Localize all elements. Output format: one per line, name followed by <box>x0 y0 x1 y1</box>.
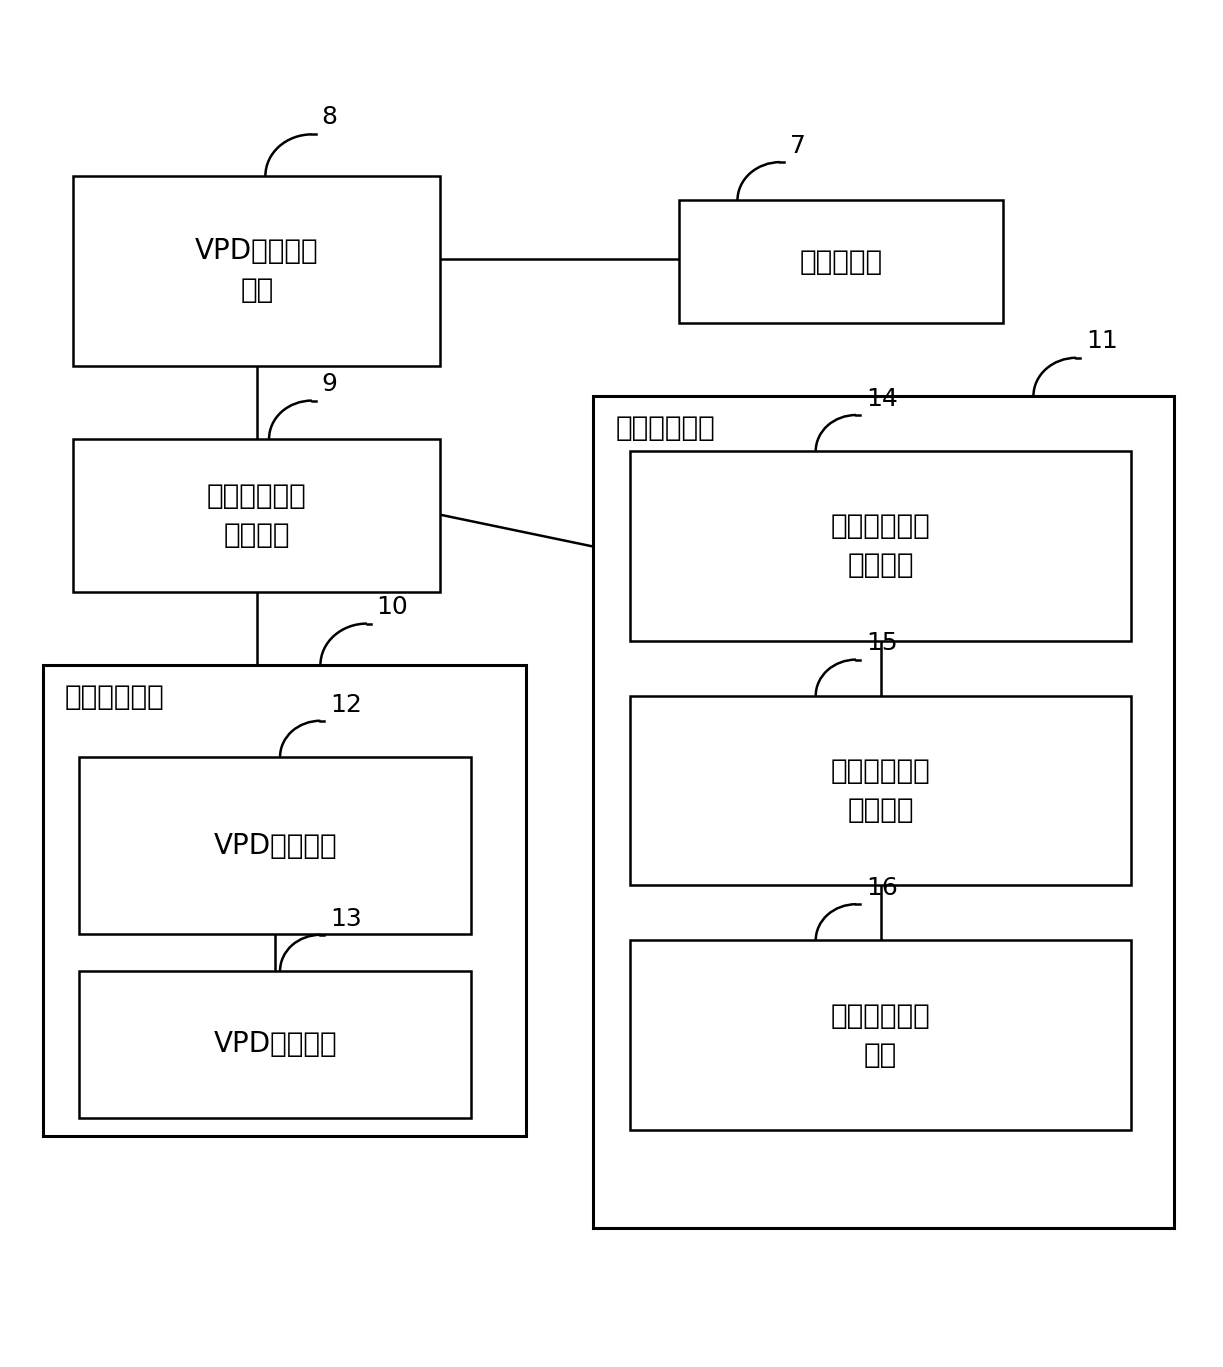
Text: 初始化模块: 初始化模块 <box>800 247 882 276</box>
Text: VPD校验模块: VPD校验模块 <box>213 1031 338 1058</box>
Text: 13: 13 <box>330 906 362 931</box>
Text: 监控修复模块: 监控修复模块 <box>615 414 715 443</box>
Text: 烧录处理模块: 烧录处理模块 <box>65 684 165 711</box>
Text: VPD信息读取
模块: VPD信息读取 模块 <box>194 238 319 305</box>
Text: VPD烧录模块: VPD烧录模块 <box>213 831 338 860</box>
Bar <box>630 696 1131 886</box>
Text: 报警信息处理
模块: 报警信息处理 模块 <box>830 1002 931 1069</box>
Text: 系统报警信息
判断模块: 系统报警信息 判断模块 <box>830 757 931 824</box>
Text: 16: 16 <box>866 876 898 899</box>
Text: 11: 11 <box>1086 329 1118 353</box>
Text: 10: 10 <box>377 595 408 619</box>
Bar <box>73 439 440 592</box>
Text: 功能选择信息
输出模块: 功能选择信息 输出模块 <box>207 481 307 548</box>
Text: 14: 14 <box>866 387 898 410</box>
Text: 系统报警信息
读取模块: 系统报警信息 读取模块 <box>830 513 931 580</box>
Bar <box>79 971 471 1118</box>
Text: 7: 7 <box>790 134 806 157</box>
Text: 8: 8 <box>322 105 338 130</box>
Bar <box>679 201 1003 323</box>
Text: 15: 15 <box>866 632 898 655</box>
Text: 12: 12 <box>330 693 362 716</box>
Bar <box>43 666 526 1136</box>
Bar <box>79 757 471 934</box>
Bar <box>630 940 1131 1131</box>
Bar <box>593 396 1174 1228</box>
Bar <box>73 176 440 365</box>
Bar <box>630 451 1131 641</box>
Text: 9: 9 <box>322 372 338 396</box>
